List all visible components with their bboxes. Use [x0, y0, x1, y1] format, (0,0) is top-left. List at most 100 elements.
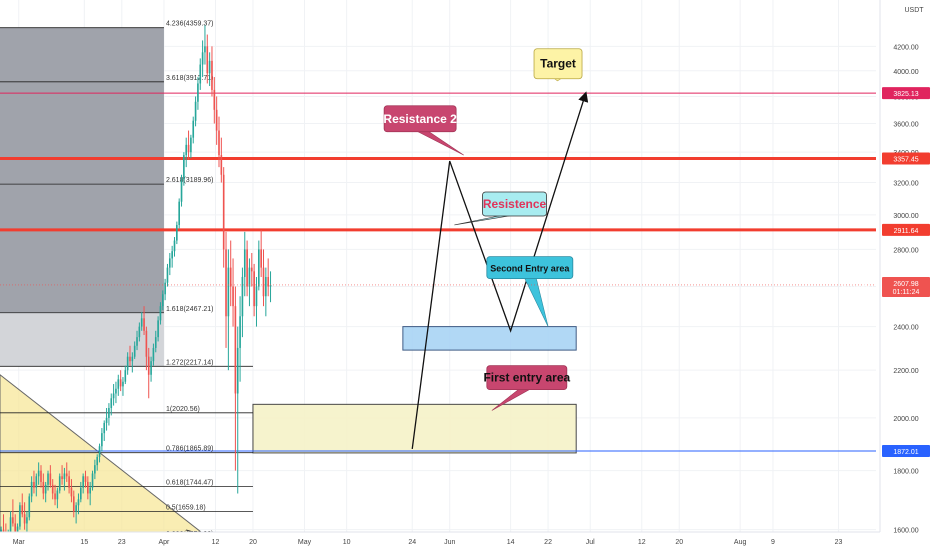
price-axis-bg [880, 0, 932, 550]
candle-body [208, 60, 211, 74]
price-axis[interactable]: 4200.004000.003800.003600.003400.003200.… [879, 0, 932, 550]
candle-body [14, 523, 17, 540]
candle-body [225, 249, 227, 317]
candle-body [56, 490, 59, 500]
candle-body [51, 484, 54, 494]
callout-box [533, 48, 583, 80]
candle-body [122, 381, 124, 387]
price-tick-label: 3200.00 [893, 181, 918, 188]
candle-body [152, 347, 155, 362]
last-price-badge [882, 276, 930, 297]
candle-body [68, 476, 70, 488]
candle-body [96, 456, 99, 466]
price-tick-label: 2800.00 [893, 247, 918, 254]
candle-body [33, 481, 35, 488]
callout-label: Second Entry area [490, 264, 570, 274]
candle-body [218, 130, 220, 156]
time-tick-label: Aug [734, 539, 747, 546]
candle-body [9, 517, 12, 533]
candle-body [101, 433, 103, 447]
candle-body [89, 487, 91, 494]
time-tick-label: 22 [544, 539, 552, 546]
candle-body [227, 267, 230, 317]
candle-body [253, 271, 255, 307]
time-axis-bg [0, 532, 880, 550]
candle-body [75, 505, 77, 512]
candle-body [72, 496, 75, 512]
price-badge-3357.45 [882, 152, 930, 165]
candle-body [30, 481, 33, 497]
fib-label: 3.618(3912.71) [166, 75, 213, 82]
symbol-label: ETHUSDT [841, 282, 875, 289]
currency-label: USDT [904, 7, 924, 14]
candle-body [110, 398, 113, 409]
candle-body [49, 473, 52, 485]
candle-body [47, 473, 49, 485]
candle-body [154, 337, 157, 348]
candle-body [190, 137, 192, 153]
candle-body [21, 505, 24, 515]
fib-zone-upper [0, 27, 164, 313]
candle-body [63, 473, 66, 480]
callout-box [486, 256, 574, 280]
candle-body [54, 493, 56, 500]
candle-body [199, 64, 202, 84]
horizontal-price-lines [0, 92, 876, 452]
price-tick-label: 4000.00 [893, 69, 918, 76]
callout-label: First entry area [483, 371, 570, 385]
candle-body [250, 267, 253, 272]
candle-body [103, 422, 106, 434]
fib-label: 2.618(3189.96) [166, 177, 213, 184]
time-tick-label: 14 [507, 539, 515, 546]
time-tick-label: 12 [212, 539, 220, 546]
callout-tail [523, 276, 549, 327]
callout-label: Resistence [483, 197, 547, 211]
price-badge-label: 3357.45 [893, 156, 918, 163]
candle-body [232, 286, 234, 307]
countdown-label: 01:11:24 [893, 289, 920, 296]
price-tick-label: 4200.00 [893, 44, 918, 51]
candle-body [234, 306, 237, 394]
time-axis[interactable]: Mar 15 23 Apr 12 20 May 10 24 Jun 14 22 Jul 12 20 Aug 9 2… [0, 531, 880, 550]
candle-body [140, 318, 143, 327]
candle-body [185, 144, 188, 156]
candle-body [117, 379, 120, 389]
candle-body [192, 120, 195, 138]
candle-body [61, 476, 63, 480]
price-tick-label: 1800.00 [893, 469, 918, 476]
candle-body [82, 476, 84, 488]
candle-body [147, 356, 150, 375]
callout-box [482, 191, 547, 217]
candle-body [262, 267, 265, 297]
candle-body [220, 155, 223, 175]
annotation-callouts: Target Resistance 2 Resistence Second Entry… [383, 48, 583, 411]
candle-body [269, 284, 272, 287]
candle-body [241, 276, 244, 317]
price-badge-2911.64 [882, 223, 930, 236]
candle-body [187, 144, 190, 153]
candle-body [129, 356, 131, 362]
price-badge-1872.01 [882, 445, 930, 458]
candle-body [194, 101, 197, 121]
candle-body [91, 473, 94, 488]
candle-body [79, 487, 82, 500]
price-badges: 3825.13 3357.45 2911.64 1872.01 ETHUSDT 2607.… [0, 87, 930, 458]
candle-body [131, 356, 134, 362]
candle-body [133, 345, 136, 357]
candle-body [119, 379, 122, 387]
candle-body [115, 388, 117, 394]
last-price-label: 2607.98 [893, 281, 918, 288]
candle-body [105, 417, 108, 423]
candle-body [215, 109, 218, 131]
candlestick-series [0, 25, 272, 550]
fib-label: 0.5(1659.18) [166, 504, 206, 511]
candle-body [171, 251, 173, 259]
candle-body [126, 356, 129, 371]
candle-body [164, 282, 166, 295]
candle-body [206, 46, 209, 74]
candle-body [37, 470, 40, 477]
time-tick-label: 20 [249, 539, 257, 546]
candle-body [150, 361, 152, 375]
candle-body [98, 446, 101, 457]
